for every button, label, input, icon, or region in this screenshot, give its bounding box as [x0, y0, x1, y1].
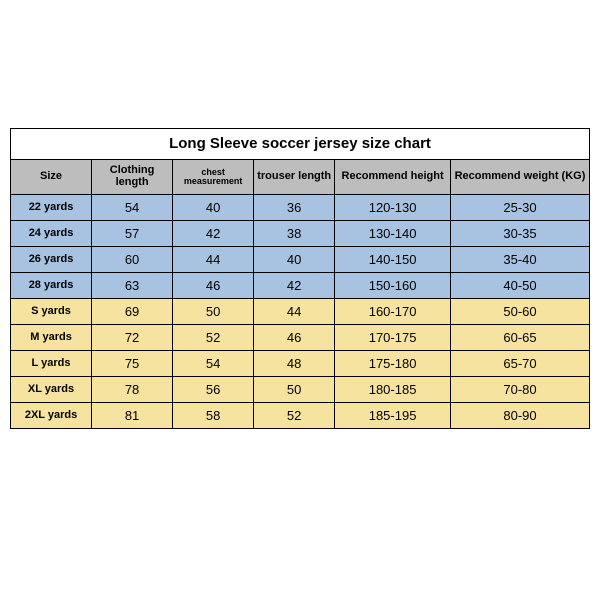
row-label: 28 yards [11, 273, 92, 299]
table-cell: 60-65 [450, 325, 589, 351]
row-label: 22 yards [11, 195, 92, 221]
table-cell: 50-60 [450, 299, 589, 325]
table-cell: 40 [173, 195, 254, 221]
table-cell: 80-90 [450, 403, 589, 429]
column-header: Clothing length [92, 160, 173, 195]
table-cell: 70-80 [450, 377, 589, 403]
table-cell: 130-140 [335, 221, 451, 247]
table-cell: 75 [92, 351, 173, 377]
table-cell: 81 [92, 403, 173, 429]
column-header: chest measurement [173, 160, 254, 195]
row-label: 2XL yards [11, 403, 92, 429]
row-label: M yards [11, 325, 92, 351]
row-label: XL yards [11, 377, 92, 403]
table-cell: 56 [173, 377, 254, 403]
table-cell: 46 [254, 325, 335, 351]
table-cell: 44 [173, 247, 254, 273]
row-label: 26 yards [11, 247, 92, 273]
table-cell: 180-185 [335, 377, 451, 403]
column-header: trouser length [254, 160, 335, 195]
table-cell: 150-160 [335, 273, 451, 299]
table-cell: 58 [173, 403, 254, 429]
table-body: 22 yards544036120-13025-3024 yards574238… [11, 195, 590, 429]
table-cell: 140-150 [335, 247, 451, 273]
column-header: Recommend weight (KG) [450, 160, 589, 195]
table-cell: 40-50 [450, 273, 589, 299]
table-title: Long Sleeve soccer jersey size chart [11, 129, 590, 160]
table-cell: 57 [92, 221, 173, 247]
row-label: L yards [11, 351, 92, 377]
column-header: Recommend height [335, 160, 451, 195]
table-cell: 44 [254, 299, 335, 325]
table-cell: 40 [254, 247, 335, 273]
table-cell: 160-170 [335, 299, 451, 325]
table-row: XL yards785650180-18570-80 [11, 377, 590, 403]
size-chart-table: Long Sleeve soccer jersey size chart Siz… [10, 128, 590, 429]
table-cell: 35-40 [450, 247, 589, 273]
table-row: 2XL yards815852185-19580-90 [11, 403, 590, 429]
table-cell: 50 [173, 299, 254, 325]
table-cell: 42 [173, 221, 254, 247]
table-cell: 42 [254, 273, 335, 299]
table-cell: 63 [92, 273, 173, 299]
table-row: 22 yards544036120-13025-30 [11, 195, 590, 221]
table-row: L yards755448175-18065-70 [11, 351, 590, 377]
table-row: M yards725246170-17560-65 [11, 325, 590, 351]
table-cell: 52 [173, 325, 254, 351]
size-chart-container: Long Sleeve soccer jersey size chart Siz… [10, 128, 590, 429]
table-cell: 30-35 [450, 221, 589, 247]
table-cell: 78 [92, 377, 173, 403]
row-label: S yards [11, 299, 92, 325]
table-cell: 120-130 [335, 195, 451, 221]
table-cell: 54 [92, 195, 173, 221]
table-row: 26 yards604440140-15035-40 [11, 247, 590, 273]
table-cell: 170-175 [335, 325, 451, 351]
table-cell: 185-195 [335, 403, 451, 429]
table-cell: 25-30 [450, 195, 589, 221]
table-cell: 175-180 [335, 351, 451, 377]
table-cell: 52 [254, 403, 335, 429]
header-row: SizeClothing lengthchest measurementtrou… [11, 160, 590, 195]
table-cell: 54 [173, 351, 254, 377]
table-row: 28 yards634642150-16040-50 [11, 273, 590, 299]
table-cell: 50 [254, 377, 335, 403]
table-row: 24 yards574238130-14030-35 [11, 221, 590, 247]
table-cell: 69 [92, 299, 173, 325]
table-cell: 38 [254, 221, 335, 247]
table-cell: 48 [254, 351, 335, 377]
table-cell: 72 [92, 325, 173, 351]
table-cell: 46 [173, 273, 254, 299]
table-cell: 60 [92, 247, 173, 273]
table-cell: 36 [254, 195, 335, 221]
row-label: 24 yards [11, 221, 92, 247]
column-header: Size [11, 160, 92, 195]
table-cell: 65-70 [450, 351, 589, 377]
table-row: S yards695044160-17050-60 [11, 299, 590, 325]
